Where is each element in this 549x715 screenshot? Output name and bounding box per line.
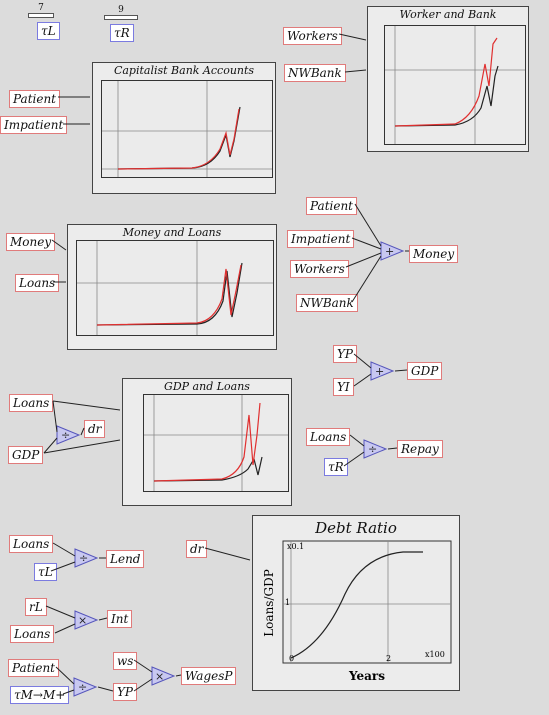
tau-r-value: 9 [118, 5, 124, 15]
worker-bank-panel[interactable]: Worker and Bank [367, 6, 529, 152]
gdp-loans-gdp[interactable]: GDP [8, 446, 44, 464]
capitalist-plot [101, 80, 273, 178]
dr-divide-operator[interactable]: ÷ [55, 424, 81, 446]
debt-ratio-panel[interactable]: Debt Ratio Loans/GDP Years x100 x0.1 1 0… [252, 515, 460, 691]
lend-output[interactable]: Lend [106, 550, 145, 568]
repay-divide-operator[interactable]: ÷ [362, 438, 388, 460]
nw-bank-input[interactable]: NWBank [284, 64, 346, 82]
debt-ratio-dr-input[interactable]: dr [186, 540, 208, 558]
money-sum-impatient[interactable]: Impatient [287, 230, 355, 248]
tau-r-slider[interactable]: 9 [102, 5, 140, 20]
svg-text:÷: ÷ [61, 429, 70, 442]
tau-r-label[interactable]: τR [110, 24, 134, 42]
gdp-sum-operator[interactable]: + [369, 360, 395, 382]
gdp-loans-chart [144, 395, 288, 491]
debt-ratio-xtick-2: 2 [386, 654, 392, 663]
int-loans[interactable]: Loans [10, 625, 55, 643]
debt-ratio-ytick-top: x0.1 [287, 542, 305, 551]
gdp-loans-plot [143, 394, 289, 492]
lend-tau-l[interactable]: τL [34, 563, 57, 581]
workers-input[interactable]: Workers [283, 27, 342, 45]
wages-tau-mm[interactable]: τM→M+ [10, 686, 70, 704]
lend-divide-operator[interactable]: ÷ [73, 547, 99, 569]
gdp-sum-yi[interactable]: YI [333, 378, 354, 396]
gdp-sum-yp[interactable]: YP [333, 345, 357, 363]
wages-output[interactable]: WagesP [181, 667, 237, 685]
worker-bank-plot [384, 25, 526, 145]
gdp-loans-title: GDP and Loans [164, 380, 250, 393]
debt-ratio-xlabel: Years [349, 669, 386, 683]
int-multiply-operator[interactable]: × [73, 609, 99, 631]
svg-text:÷: ÷ [79, 552, 88, 565]
money-output[interactable]: Money [409, 245, 459, 263]
repay-output[interactable]: Repay [397, 440, 443, 458]
worker-bank-chart [385, 26, 525, 144]
wages-ws[interactable]: ws [113, 652, 138, 670]
wages-divide-operator[interactable]: ÷ [72, 676, 98, 698]
money-loans-chart [77, 241, 273, 335]
money-sum-workers[interactable]: Workers [290, 260, 349, 278]
money-loans-title: Money and Loans [122, 226, 222, 239]
money-sum-patient[interactable]: Patient [306, 197, 358, 215]
debt-ratio-ylabel: Loans/GDP [261, 569, 276, 637]
tau-l-slider[interactable]: 7 [26, 3, 56, 18]
capitalist-chart [102, 81, 272, 177]
debt-ratio-xtick-0: 0 [289, 654, 295, 663]
tau-l-label[interactable]: τL [37, 22, 60, 40]
money-input[interactable]: Money [6, 233, 56, 251]
svg-text:÷: ÷ [78, 681, 87, 694]
patient-input[interactable]: Patient [9, 90, 61, 108]
money-sum-nwbank[interactable]: NWBank [296, 294, 358, 312]
money-sum-operator[interactable]: + [379, 240, 405, 262]
svg-text:×: × [155, 670, 164, 683]
worker-bank-title: Worker and Bank [399, 8, 497, 21]
debt-ratio-scale: x100 [425, 650, 445, 659]
wages-yp[interactable]: YP [113, 683, 137, 701]
gdp-output[interactable]: GDP [407, 362, 443, 380]
wages-multiply-operator[interactable]: × [150, 665, 176, 687]
int-rl[interactable]: rL [25, 598, 47, 616]
svg-text:÷: ÷ [368, 443, 377, 456]
wages-patient[interactable]: Patient [8, 659, 60, 677]
debt-ratio-chart [282, 540, 452, 664]
capitalist-bank-panel[interactable]: Capitalist Bank Accounts [92, 62, 276, 194]
int-output[interactable]: Int [107, 610, 133, 628]
lend-loans[interactable]: Loans [9, 535, 54, 553]
repay-loans[interactable]: Loans [306, 428, 351, 446]
money-loans-plot [76, 240, 274, 336]
capitalist-title: Capitalist Bank Accounts [113, 64, 255, 77]
gdp-loans-panel[interactable]: GDP and Loans [122, 378, 292, 506]
dr-output[interactable]: dr [84, 420, 106, 438]
gdp-loans-loans[interactable]: Loans [9, 394, 54, 412]
money-sum-op-label: + [385, 245, 394, 258]
svg-text:×: × [78, 614, 87, 627]
impatient-input[interactable]: Impatient [0, 116, 68, 134]
tau-l-value: 7 [38, 3, 44, 13]
debt-ratio-ytick-mid: 1 [285, 598, 291, 607]
svg-text:+: + [375, 365, 384, 378]
money-loans-panel[interactable]: Money and Loans [67, 224, 277, 350]
loans-input-ml[interactable]: Loans [15, 274, 60, 292]
repay-tau-r[interactable]: τR [324, 458, 348, 476]
debt-ratio-title: Debt Ratio [315, 519, 397, 537]
